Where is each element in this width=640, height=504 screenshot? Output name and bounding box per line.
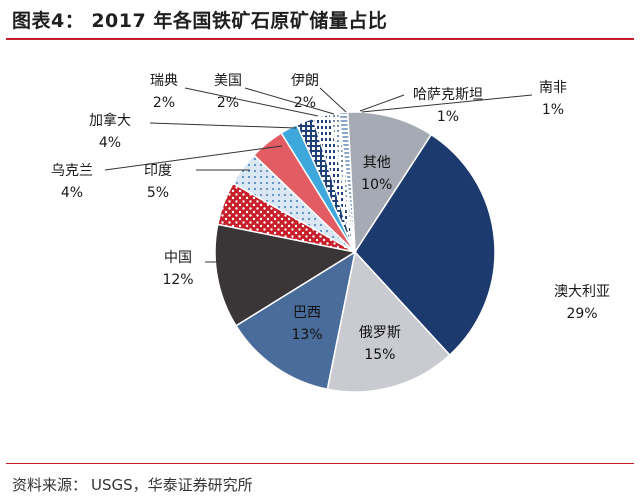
slice-value-label: 29% — [566, 306, 597, 322]
slice-name-label: 俄罗斯 — [359, 325, 401, 341]
slice-value-label: 4% — [61, 185, 83, 201]
leader-line — [319, 87, 347, 113]
pie-slice-12 — [338, 111, 356, 253]
pie-slice-1 — [354, 133, 496, 357]
slice-name-label: 印度 — [144, 163, 172, 179]
leader-line — [149, 122, 297, 129]
slice-value-label: 2% — [217, 95, 239, 111]
slice-name-label: 美国 — [214, 73, 242, 89]
leader-line — [104, 145, 283, 171]
pie-slice-3 — [234, 250, 357, 391]
leader-line — [359, 94, 405, 112]
slice-name-label: 哈萨克斯坦 — [413, 87, 483, 103]
source-text: USGS，华泰证券研究所 — [91, 476, 253, 494]
leader-line — [361, 94, 533, 113]
pie-slice-2 — [326, 250, 451, 393]
slice-value-label: 2% — [153, 95, 175, 111]
source-note: 资料来源： USGS，华泰证券研究所 — [12, 474, 257, 495]
slice-value-label: 15% — [364, 347, 395, 363]
slice-value-label: 1% — [437, 109, 459, 125]
footer-divider — [6, 463, 634, 464]
slice-name-label: 中国 — [164, 250, 192, 266]
slice-name-label: 澳大利亚 — [554, 284, 610, 300]
slice-value-label: 13% — [291, 327, 322, 343]
slice-value-label: 12% — [162, 272, 193, 288]
slice-value-label: 1% — [542, 102, 564, 118]
chart-title: 图表4： 2017 年各国铁矿石原矿储量占比 — [12, 10, 388, 32]
slice-name-label: 巴西 — [293, 305, 321, 321]
slice-value-label: 4% — [99, 135, 121, 151]
source-label: 资料来源： — [12, 476, 88, 494]
slice-name-label: 南非 — [539, 80, 567, 96]
slice-name-label: 伊朗 — [291, 73, 319, 89]
leader-line — [184, 87, 319, 117]
title-divider — [6, 38, 634, 40]
slice-name-label: 瑞典 — [150, 73, 178, 89]
leader-line — [244, 87, 335, 115]
slice-name-label: 乌克兰 — [51, 163, 93, 179]
slice-value-label: 2% — [294, 95, 316, 111]
slice-name-label: 加拿大 — [89, 112, 131, 129]
pie-slice-4 — [214, 223, 358, 327]
pie-slice-0 — [346, 111, 433, 255]
slice-name-label: 其他 — [363, 155, 391, 171]
slice-value-label: 10% — [361, 177, 392, 193]
slice-value-label: 5% — [147, 185, 169, 201]
